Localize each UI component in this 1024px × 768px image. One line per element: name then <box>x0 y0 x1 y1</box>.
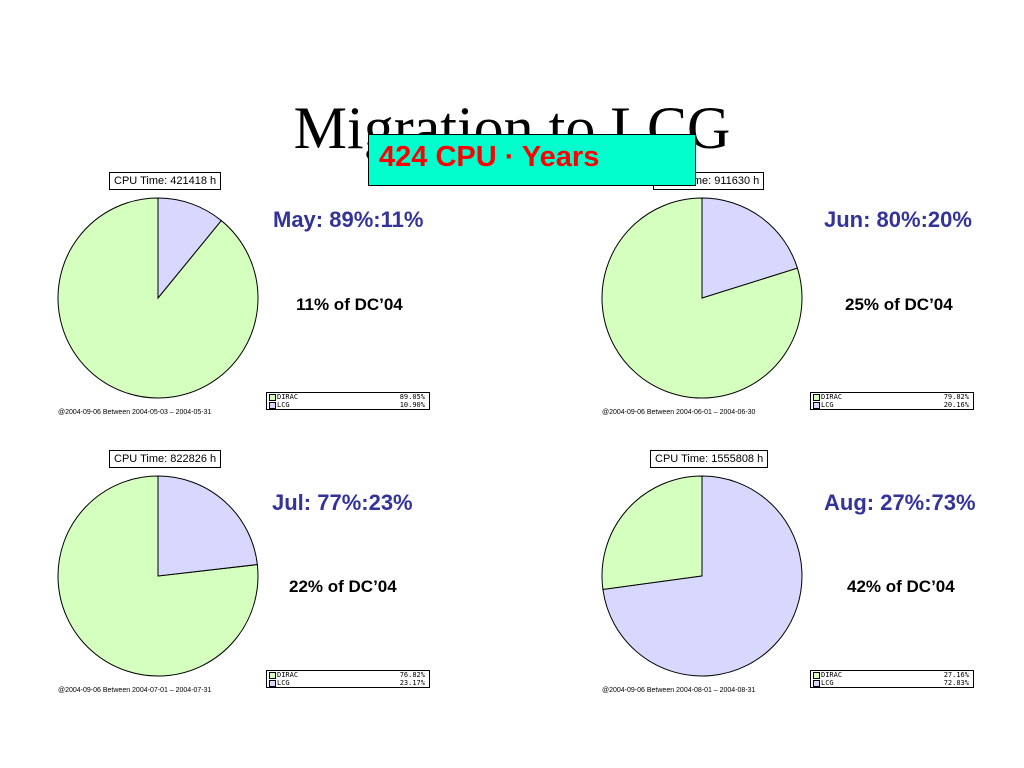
legend-label: DIRAC <box>277 671 299 679</box>
pie-chart <box>601 475 803 677</box>
legend: DIRAC 27.16% LCG 72.83% <box>810 670 974 688</box>
month-split-aug: Aug: 27%:73% <box>824 490 976 515</box>
chart-panel-jul: CPU Time: 822826 h DIRAC 76.82% LCG 23.1… <box>56 450 456 700</box>
legend-value: 79.82% <box>943 393 969 401</box>
pie-chart <box>57 475 259 677</box>
chart-panel-may: CPU Time: 421418 h DIRAC 89.05% LCG 10.9… <box>56 172 456 422</box>
legend-label: LCG <box>277 679 290 687</box>
legend-label: LCG <box>821 401 834 409</box>
dc-share-aug: 42% of DC’04 <box>847 577 955 596</box>
swatch-lcg <box>813 680 820 687</box>
legend: DIRAC 76.82% LCG 23.17% <box>266 670 430 688</box>
swatch-lcg <box>269 402 276 409</box>
pie-chart <box>57 197 259 399</box>
legend-entry-dirac: DIRAC 27.16% <box>811 671 973 679</box>
pie-slice-lcg <box>602 475 803 677</box>
cpu-time-label: CPU Time: 822826 h <box>109 450 222 468</box>
legend-entry-dirac: DIRAC 89.05% <box>267 393 429 401</box>
pie-slice-lcg <box>157 475 258 577</box>
swatch-dirac <box>813 672 820 679</box>
legend-value: 27.16% <box>943 671 969 679</box>
swatch-lcg <box>269 680 276 687</box>
pie-slice-dirac <box>601 475 703 591</box>
chart-panel-jun: CPU Time: 911630 h DIRAC 79.82% LCG 20.1… <box>600 172 1000 422</box>
legend: DIRAC 79.82% LCG 20.16% <box>810 392 974 410</box>
legend-label: DIRAC <box>821 393 843 401</box>
chart-footer: @2004-09-06 Between 2004-06-01 – 2004-06… <box>602 409 756 416</box>
month-split-may: May: 89%:11% <box>273 207 424 232</box>
legend-entry-lcg: LCG 72.83% <box>811 679 973 687</box>
swatch-dirac <box>269 672 276 679</box>
dc-share-may: 11% of DC’04 <box>296 295 403 314</box>
legend-value: 72.83% <box>943 679 969 687</box>
chart-footer: @2004-09-06 Between 2004-08-01 – 2004-08… <box>602 687 756 694</box>
swatch-dirac <box>813 394 820 401</box>
legend-value: 20.16% <box>943 401 969 409</box>
chart-footer: @2004-09-06 Between 2004-07-01 – 2004-07… <box>58 687 212 694</box>
legend-entry-lcg: LCG 23.17% <box>267 679 429 687</box>
pie-chart <box>601 197 803 399</box>
legend-entry-lcg: LCG 20.16% <box>811 401 973 409</box>
dc-share-jun: 25% of DC’04 <box>845 295 953 314</box>
legend: DIRAC 89.05% LCG 10.90% <box>266 392 430 410</box>
swatch-dirac <box>269 394 276 401</box>
month-split-jul: Jul: 77%:23% <box>272 490 413 515</box>
legend-entry-lcg: LCG 10.90% <box>267 401 429 409</box>
legend-label: LCG <box>277 401 290 409</box>
cpu-time-label: CPU Time: 421418 h <box>109 172 222 190</box>
pie-slice-lcg <box>701 197 799 299</box>
chart-footer: @2004-09-06 Between 2004-05-03 – 2004-05… <box>58 409 212 416</box>
legend-label: DIRAC <box>821 671 843 679</box>
legend-value: 89.05% <box>399 393 425 401</box>
dc-share-jul: 22% of DC’04 <box>289 577 397 596</box>
legend-label: LCG <box>821 679 834 687</box>
legend-label: DIRAC <box>277 393 299 401</box>
swatch-lcg <box>813 402 820 409</box>
cpu-years-callout: 424 CPU · Years <box>368 134 696 186</box>
legend-value: 76.82% <box>399 671 425 679</box>
legend-entry-dirac: DIRAC 79.82% <box>811 393 973 401</box>
legend-value: 10.90% <box>399 401 425 409</box>
pie-slice-lcg <box>157 197 222 300</box>
legend-value: 23.17% <box>399 679 425 687</box>
month-split-jun: Jun: 80%:20% <box>824 207 972 232</box>
legend-entry-dirac: DIRAC 76.82% <box>267 671 429 679</box>
cpu-time-label: CPU Time: 1555808 h <box>650 450 769 468</box>
chart-panel-aug: CPU Time: 1555808 h DIRAC 27.16% LCG 72.… <box>600 450 1000 700</box>
